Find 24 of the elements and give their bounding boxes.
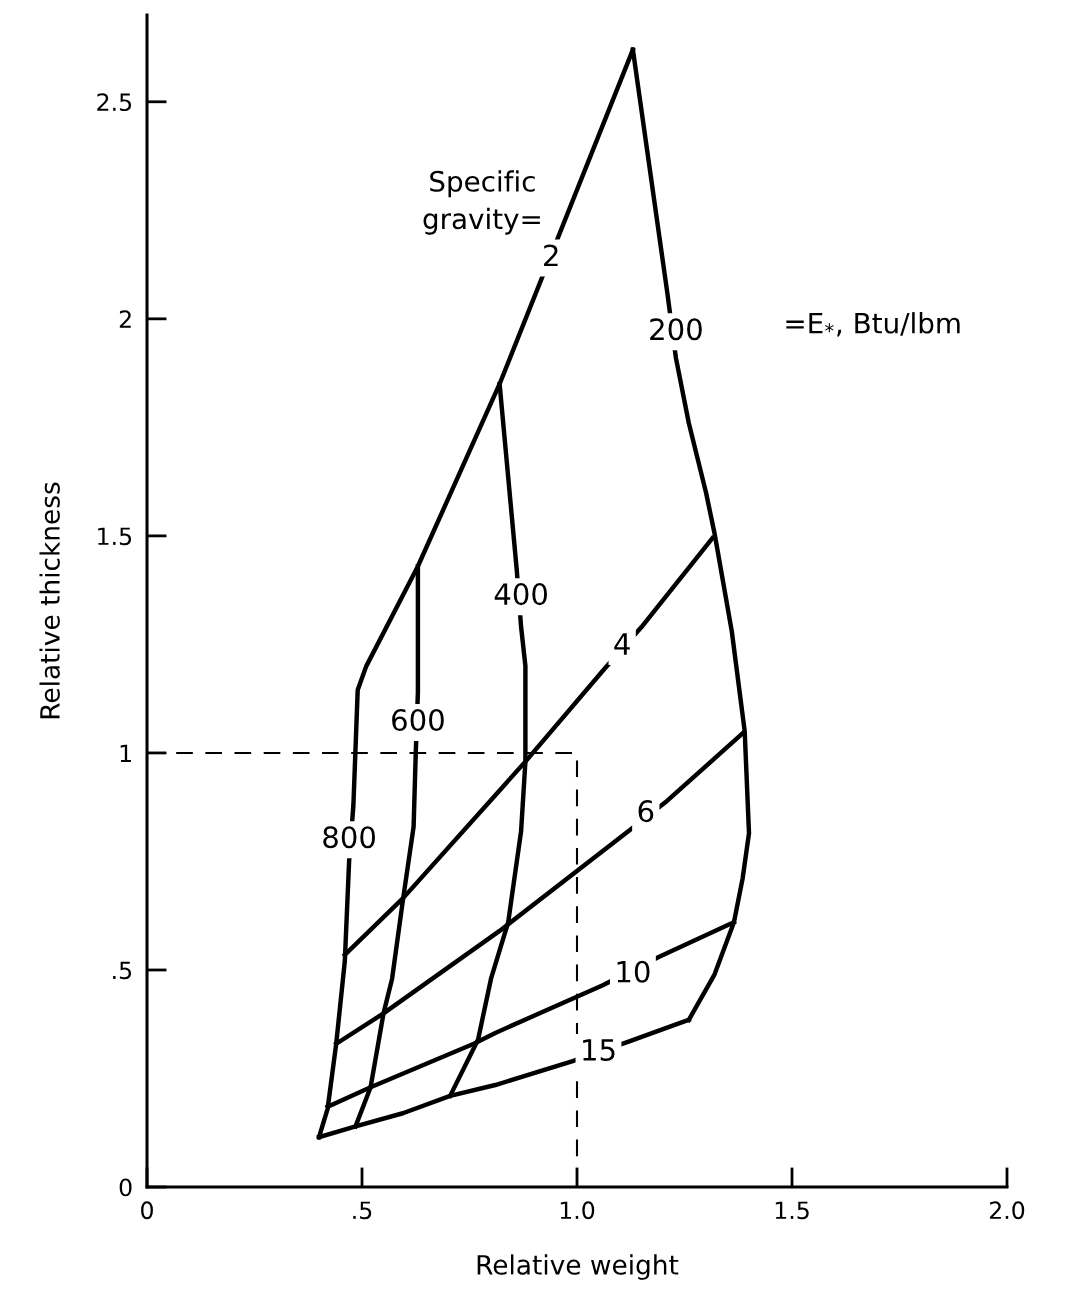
- annotation: 800: [323, 826, 375, 849]
- annotation: =E$_{*}$, Btu/lbm: [786, 312, 960, 337]
- y-tick-label: 0: [119, 1178, 132, 1197]
- annotation: 400: [494, 583, 547, 606]
- annotation: 2: [544, 244, 558, 267]
- x-axis-title: Relative weight: [477, 1254, 679, 1280]
- x-tick-label: 0: [141, 1201, 153, 1220]
- annotation: 10: [617, 960, 650, 983]
- y-axis-title: Relative thickness: [39, 482, 60, 719]
- x-tick-label: .5: [353, 1201, 372, 1220]
- y-tick-label: .5: [113, 961, 132, 980]
- x-tick-label: 1.0: [560, 1201, 595, 1220]
- annotation: 6: [638, 800, 654, 823]
- y-tick-label: 1: [120, 744, 131, 762]
- x-tick-label: 2.0: [989, 1201, 1025, 1220]
- annotation: 15: [583, 1039, 615, 1061]
- annotation: 4: [614, 633, 630, 655]
- y-tick-label: 2: [119, 310, 131, 328]
- annotation: 200: [650, 318, 702, 341]
- annotation: Specific gravity=: [423, 170, 540, 235]
- annotation: 600: [392, 708, 444, 732]
- y-tick-label: 1.5: [98, 527, 132, 546]
- x-tick-label: 1.5: [775, 1201, 809, 1220]
- y-tick-label: 2.5: [97, 93, 132, 112]
